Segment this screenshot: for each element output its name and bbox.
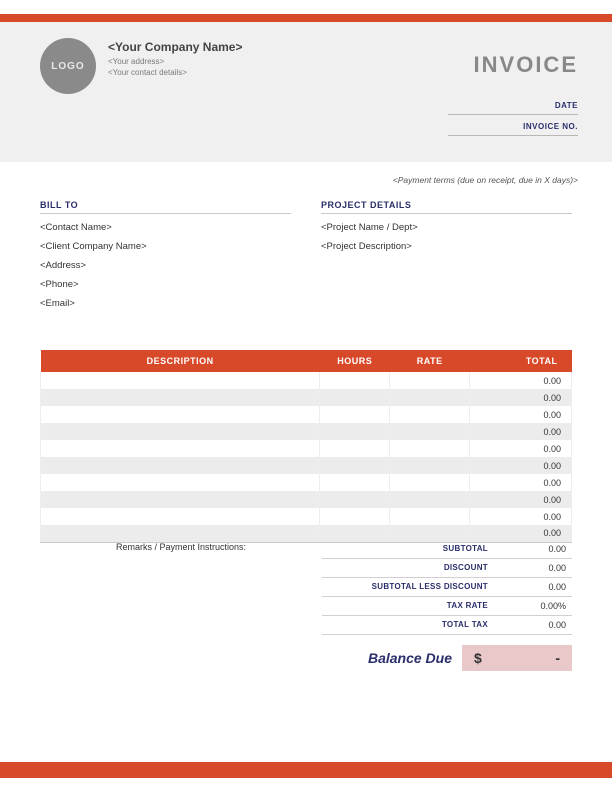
cell-rate — [390, 406, 470, 423]
cell-hours — [320, 423, 390, 440]
bill-to-label: BILL TO — [40, 200, 291, 214]
cell-rate — [390, 423, 470, 440]
table-row: 0.00 — [41, 406, 572, 423]
cell-hours — [320, 440, 390, 457]
cell-total: 0.00 — [470, 372, 572, 389]
cell-description — [41, 440, 320, 457]
cell-description — [41, 372, 320, 389]
cell-description — [41, 457, 320, 474]
cell-rate — [390, 372, 470, 389]
cell-total: 0.00 — [470, 440, 572, 457]
table-row: 0.00 — [41, 508, 572, 525]
table-row: 0.00 — [41, 389, 572, 406]
line-items-table: DESCRIPTION HOURS RATE TOTAL 0.000.000.0… — [40, 350, 572, 543]
project-section: PROJECT DETAILS <Project Name / Dept> <P… — [321, 200, 572, 317]
bill-to-contact: <Contact Name> — [40, 222, 291, 233]
col-total: TOTAL — [470, 350, 572, 372]
cell-hours — [320, 406, 390, 423]
subtotal-label: SUBTOTAL — [322, 544, 502, 554]
bill-to-address: <Address> — [40, 260, 291, 271]
cell-total: 0.00 — [470, 423, 572, 440]
project-name: <Project Name / Dept> — [321, 222, 572, 233]
cell-rate — [390, 457, 470, 474]
cell-total: 0.00 — [470, 389, 572, 406]
totals-block: SUBTOTAL 0.00 DISCOUNT 0.00 SUBTOTAL LES… — [322, 540, 572, 671]
table-row: 0.00 — [41, 457, 572, 474]
invoice-meta: DATE INVOICE NO. — [448, 94, 578, 136]
col-description: DESCRIPTION — [41, 350, 320, 372]
bill-to-section: BILL TO <Contact Name> <Client Company N… — [40, 200, 291, 317]
header-band: LOGO <Your Company Name> <Your address> … — [0, 22, 612, 162]
remarks-label: Remarks / Payment Instructions: — [40, 540, 322, 671]
company-info: <Your Company Name> <Your address> <Your… — [108, 40, 242, 79]
company-contact: <Your contact details> — [108, 68, 242, 77]
col-rate: RATE — [390, 350, 470, 372]
bill-to-phone: <Phone> — [40, 279, 291, 290]
bill-to-company: <Client Company Name> — [40, 241, 291, 252]
cell-total: 0.00 — [470, 491, 572, 508]
discount-value: 0.00 — [502, 563, 572, 573]
subtotal-less-discount-label: SUBTOTAL LESS DISCOUNT — [322, 582, 502, 592]
subtotal-less-discount-value: 0.00 — [502, 582, 572, 592]
cell-rate — [390, 491, 470, 508]
cell-rate — [390, 440, 470, 457]
cell-total: 0.00 — [470, 508, 572, 525]
total-tax-value: 0.00 — [502, 620, 572, 630]
cell-hours — [320, 491, 390, 508]
cell-rate — [390, 389, 470, 406]
table-row: 0.00 — [41, 491, 572, 508]
cell-rate — [390, 474, 470, 491]
logo-placeholder: LOGO — [40, 38, 96, 94]
table-row: 0.00 — [41, 474, 572, 491]
cell-description — [41, 423, 320, 440]
project-label: PROJECT DETAILS — [321, 200, 572, 214]
col-hours: HOURS — [320, 350, 390, 372]
cell-hours — [320, 372, 390, 389]
company-address: <Your address> — [108, 57, 242, 66]
table-row: 0.00 — [41, 440, 572, 457]
cell-description — [41, 474, 320, 491]
balance-due-box: $ - — [462, 645, 572, 671]
date-label: DATE — [555, 101, 578, 110]
subtotal-value: 0.00 — [502, 544, 572, 554]
cell-description — [41, 406, 320, 423]
cell-total: 0.00 — [470, 457, 572, 474]
company-name: <Your Company Name> — [108, 40, 242, 54]
cell-total: 0.00 — [470, 474, 572, 491]
invoice-title: INVOICE — [474, 52, 578, 78]
cell-hours — [320, 457, 390, 474]
project-description: <Project Description> — [321, 241, 572, 252]
cell-description — [41, 389, 320, 406]
bottom-accent-bar — [0, 762, 612, 778]
cell-rate — [390, 508, 470, 525]
bill-to-email: <Email> — [40, 298, 291, 309]
table-row: 0.00 — [41, 423, 572, 440]
cell-total: 0.00 — [470, 406, 572, 423]
balance-due-label: Balance Due — [322, 650, 462, 666]
discount-label: DISCOUNT — [322, 563, 502, 573]
balance-currency: $ — [474, 650, 482, 666]
invoice-no-label: INVOICE NO. — [523, 122, 578, 131]
table-row: 0.00 — [41, 372, 572, 389]
payment-terms: <Payment terms (due on receipt, due in X… — [393, 175, 578, 185]
cell-description — [41, 508, 320, 525]
balance-value: - — [555, 650, 560, 666]
cell-hours — [320, 389, 390, 406]
cell-hours — [320, 508, 390, 525]
tax-rate-label: TAX RATE — [322, 601, 502, 611]
cell-description — [41, 491, 320, 508]
total-tax-label: TOTAL TAX — [322, 620, 502, 630]
top-accent-bar — [0, 14, 612, 22]
tax-rate-value: 0.00% — [502, 601, 572, 611]
cell-hours — [320, 474, 390, 491]
